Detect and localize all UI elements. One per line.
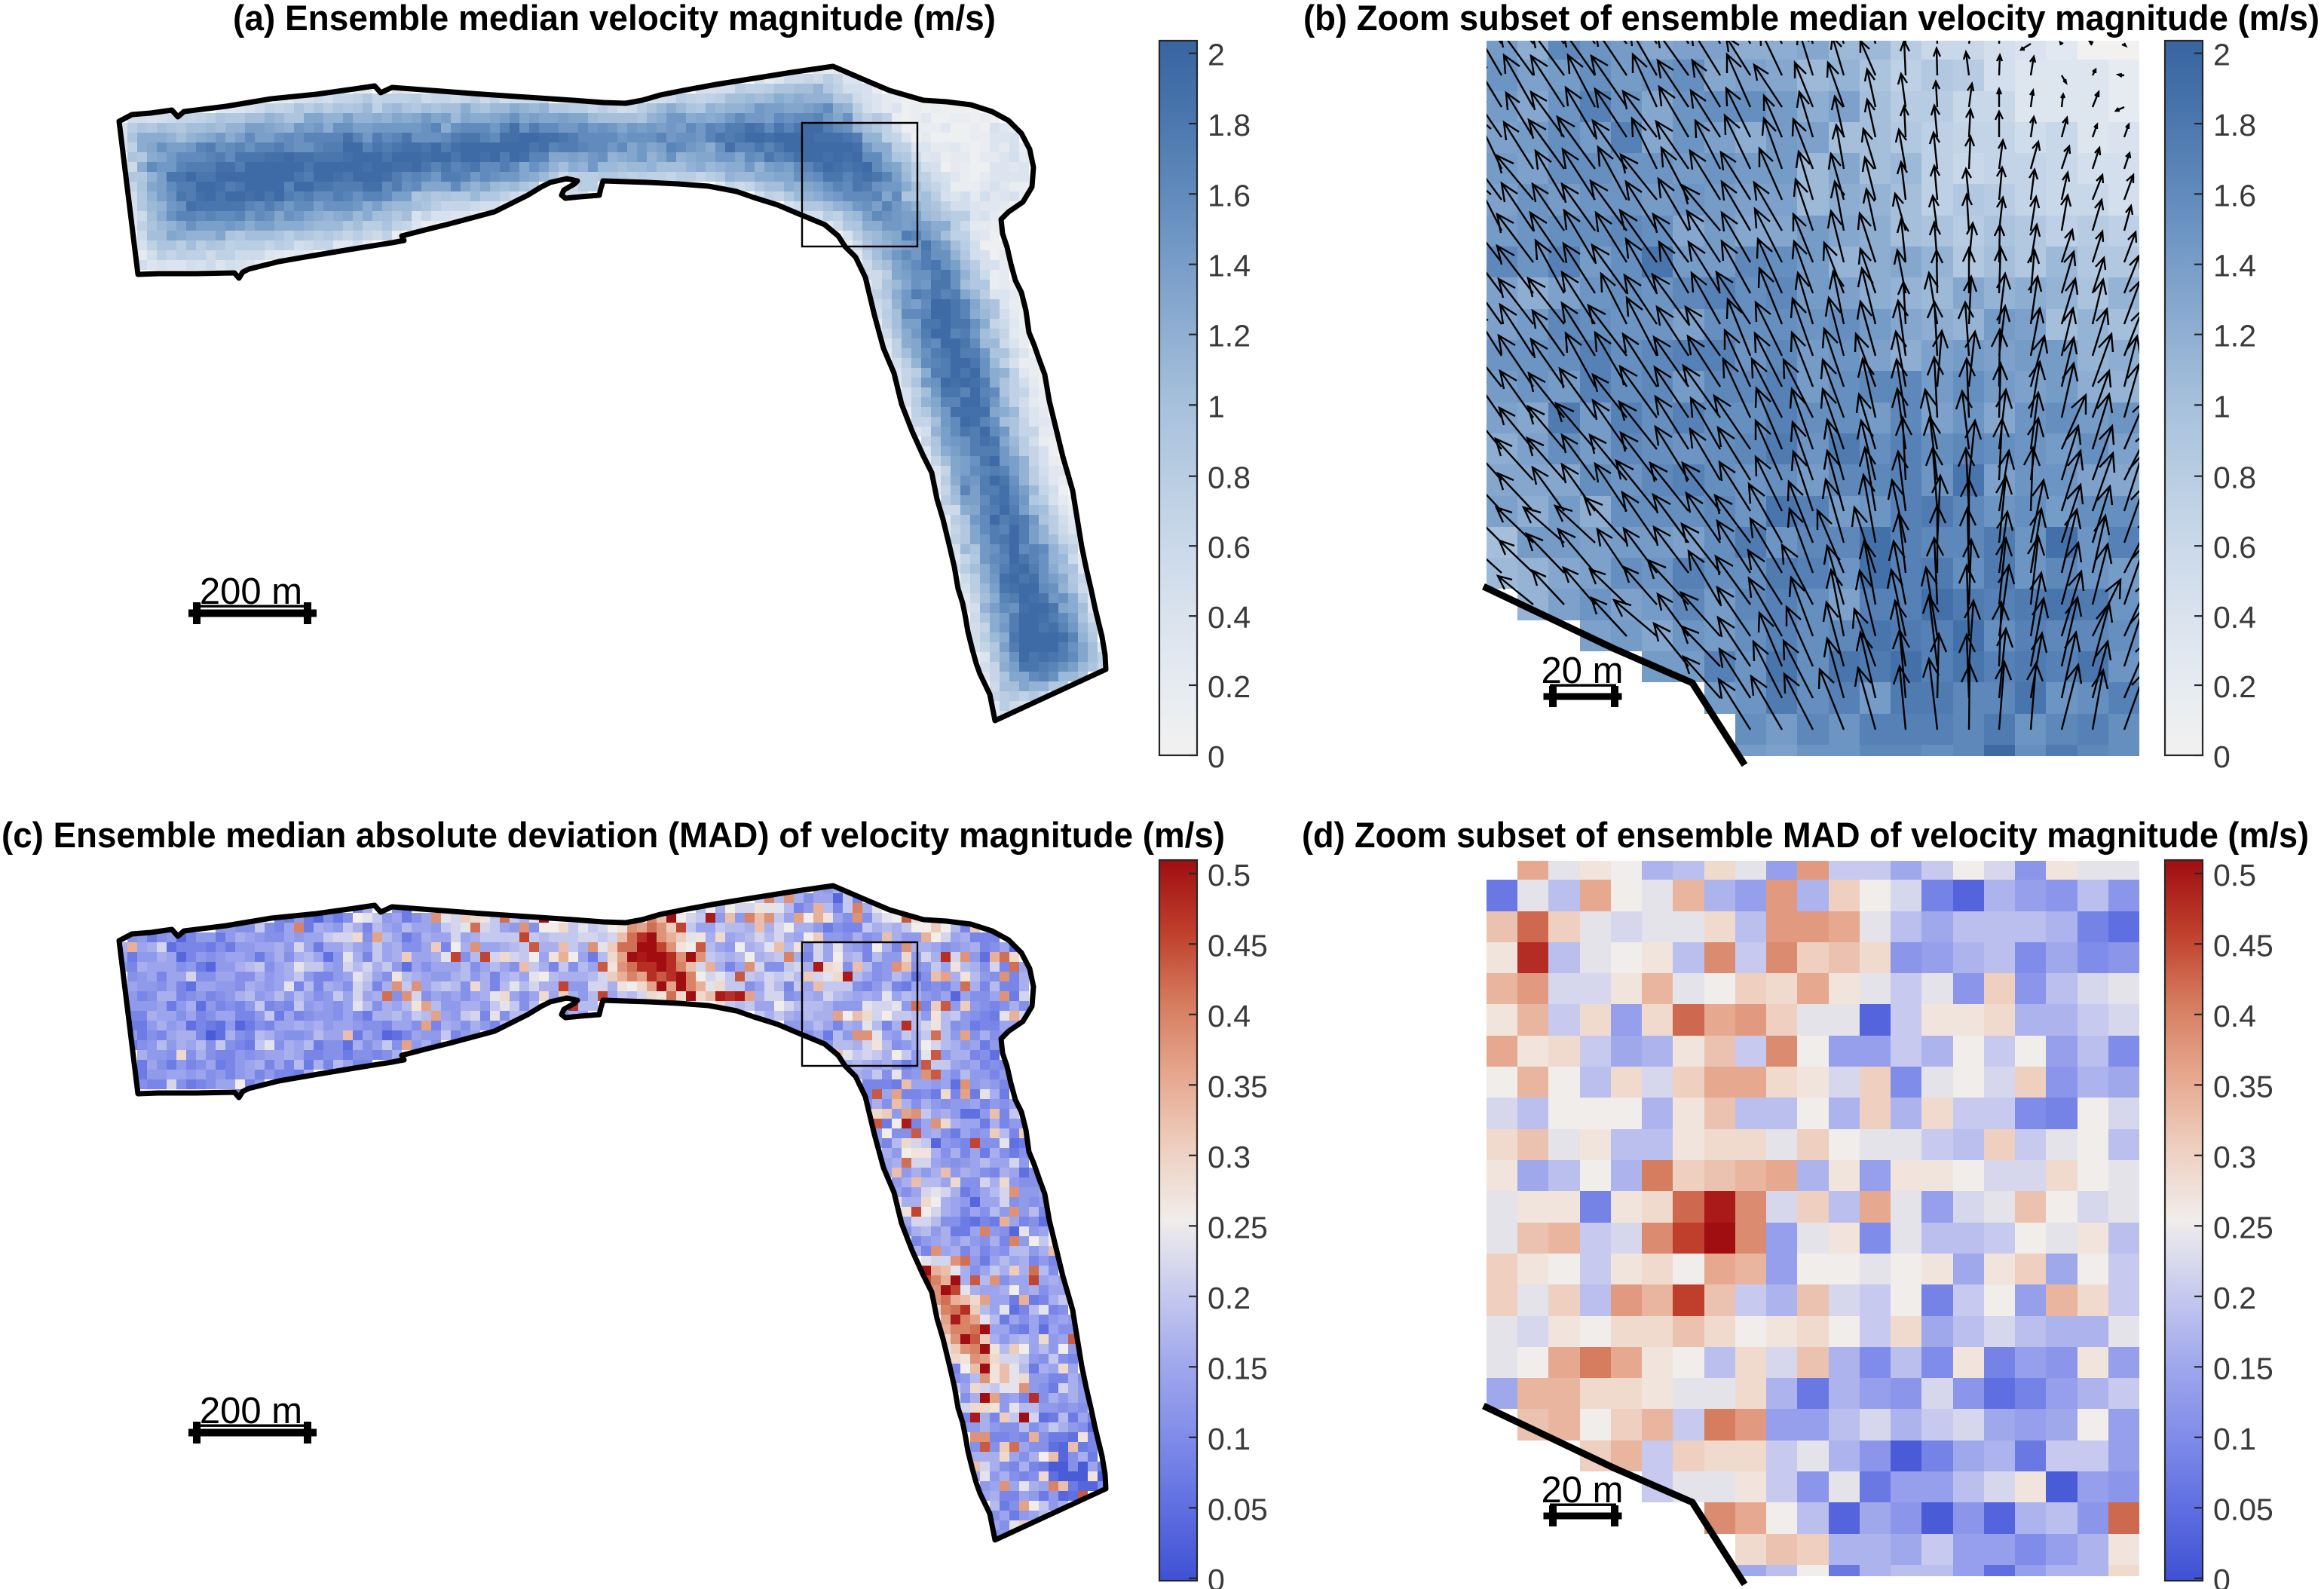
svg-text:(c) Ensemble median absolute d: (c) Ensemble median absolute deviation (… bbox=[2, 815, 1225, 855]
svg-text:0.15: 0.15 bbox=[1208, 1351, 1268, 1385]
svg-text:0.4: 0.4 bbox=[1208, 999, 1251, 1033]
svg-text:1.8: 1.8 bbox=[1208, 108, 1251, 142]
svg-text:0.8: 0.8 bbox=[2213, 461, 2256, 495]
svg-text:(a) Ensemble median velocity m: (a) Ensemble median velocity magnitude (… bbox=[233, 0, 996, 38]
svg-text:0: 0 bbox=[1208, 739, 1225, 774]
svg-text:0.15: 0.15 bbox=[2213, 1351, 2273, 1385]
svg-text:1.6: 1.6 bbox=[2213, 178, 2256, 213]
svg-text:0.45: 0.45 bbox=[1208, 928, 1268, 963]
svg-text:(b) Zoom subset of ensemble me: (b) Zoom subset of ensemble median veloc… bbox=[1303, 0, 2319, 38]
svg-text:1.2: 1.2 bbox=[2213, 319, 2256, 354]
svg-text:0.35: 0.35 bbox=[2213, 1069, 2273, 1104]
svg-text:1: 1 bbox=[1208, 389, 1225, 424]
svg-text:1.4: 1.4 bbox=[2213, 249, 2256, 283]
svg-text:0.2: 0.2 bbox=[2213, 669, 2256, 704]
svg-text:1.8: 1.8 bbox=[2213, 108, 2256, 142]
svg-text:0.4: 0.4 bbox=[2213, 600, 2256, 635]
svg-text:0.2: 0.2 bbox=[1208, 1281, 1251, 1315]
svg-text:0: 0 bbox=[2213, 739, 2231, 774]
svg-text:2: 2 bbox=[1208, 38, 1225, 72]
svg-text:1.6: 1.6 bbox=[1208, 178, 1251, 213]
svg-text:0.4: 0.4 bbox=[2213, 999, 2256, 1033]
svg-text:0.05: 0.05 bbox=[1208, 1492, 1268, 1526]
svg-text:0.5: 0.5 bbox=[2213, 858, 2256, 892]
svg-text:0.2: 0.2 bbox=[1208, 669, 1251, 704]
svg-text:0.35: 0.35 bbox=[1208, 1069, 1268, 1104]
svg-text:1: 1 bbox=[2213, 389, 2231, 424]
svg-text:0.3: 0.3 bbox=[1208, 1140, 1251, 1174]
svg-text:0: 0 bbox=[2213, 1563, 2231, 1589]
svg-text:0.5: 0.5 bbox=[1208, 858, 1251, 892]
svg-text:0.25: 0.25 bbox=[2213, 1210, 2273, 1245]
svg-text:0.45: 0.45 bbox=[2213, 928, 2273, 963]
svg-text:0: 0 bbox=[1208, 1563, 1225, 1589]
svg-text:0.3: 0.3 bbox=[2213, 1140, 2256, 1174]
svg-text:0.1: 0.1 bbox=[2213, 1422, 2256, 1456]
svg-text:0.8: 0.8 bbox=[1208, 461, 1251, 495]
svg-text:0.25: 0.25 bbox=[1208, 1210, 1268, 1245]
svg-text:1.4: 1.4 bbox=[1208, 249, 1251, 283]
svg-text:1.2: 1.2 bbox=[1208, 319, 1251, 354]
svg-text:0.6: 0.6 bbox=[1208, 530, 1251, 565]
svg-text:0.2: 0.2 bbox=[2213, 1281, 2256, 1315]
svg-text:0.4: 0.4 bbox=[1208, 600, 1251, 635]
svg-text:0.1: 0.1 bbox=[1208, 1422, 1251, 1456]
svg-text:0.05: 0.05 bbox=[2213, 1492, 2273, 1526]
svg-text:(d) Zoom subset of ensemble MA: (d) Zoom subset of ensemble MAD of veloc… bbox=[1302, 815, 2309, 855]
svg-text:0.6: 0.6 bbox=[2213, 530, 2256, 565]
svg-text:2: 2 bbox=[2213, 38, 2231, 72]
